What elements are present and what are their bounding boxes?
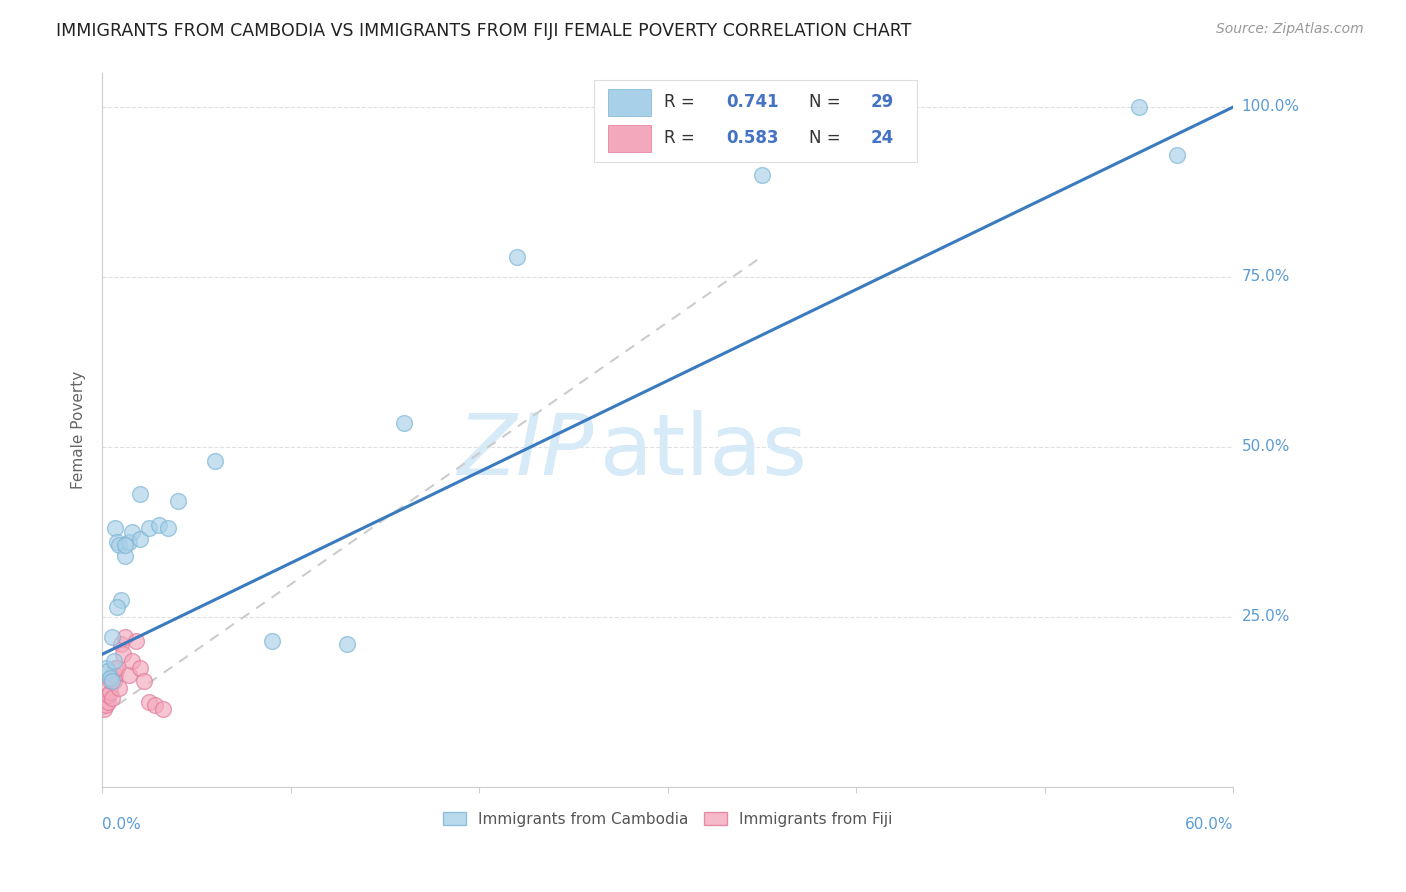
Point (143, 698, 166, 713)
Point (93, 701, 115, 715)
Point (114, 630, 136, 644)
Point (392, 416, 415, 430)
Point (152, 701, 174, 715)
Text: 75.0%: 75.0% (1241, 269, 1289, 285)
Point (97, 665, 120, 679)
Point (104, 667, 127, 681)
Point (111, 647, 134, 661)
FancyBboxPatch shape (607, 89, 651, 116)
Point (98, 684, 121, 698)
Point (100, 671, 122, 685)
Point (104, 661, 127, 675)
Point (103, 654, 125, 668)
Text: 25.0%: 25.0% (1241, 609, 1289, 624)
Point (121, 524, 143, 539)
Point (138, 521, 160, 535)
Point (117, 535, 139, 549)
Point (117, 667, 139, 681)
Point (108, 681, 131, 696)
Legend: Immigrants from Cambodia, Immigrants from Fiji: Immigrants from Cambodia, Immigrants fro… (437, 805, 898, 833)
Text: 29: 29 (870, 93, 893, 111)
Point (129, 532, 152, 546)
Point (148, 518, 170, 533)
Point (98, 674, 121, 689)
Text: IMMIGRANTS FROM CAMBODIA VS IMMIGRANTS FROM FIJI FEMALE POVERTY CORRELATION CHAR: IMMIGRANTS FROM CAMBODIA VS IMMIGRANTS F… (56, 22, 911, 40)
Y-axis label: Female Poverty: Female Poverty (72, 371, 86, 489)
Text: 60.0%: 60.0% (1185, 817, 1233, 832)
Point (1128, 100, 1150, 114)
Point (104, 521, 127, 535)
Point (751, 168, 773, 182)
Point (97, 695, 120, 709)
Point (506, 250, 529, 264)
Point (132, 674, 155, 689)
Point (105, 599, 128, 614)
Point (108, 539, 131, 553)
Point (105, 535, 128, 549)
Point (166, 494, 188, 508)
Point (204, 453, 226, 467)
Point (1166, 147, 1188, 161)
Text: 0.741: 0.741 (727, 93, 779, 111)
Point (260, 633, 283, 648)
Point (97, 688, 120, 702)
Text: 0.583: 0.583 (727, 128, 779, 147)
Point (129, 661, 152, 675)
Text: 100.0%: 100.0% (1241, 100, 1299, 114)
Point (100, 691, 122, 706)
Point (103, 674, 125, 689)
Point (110, 637, 132, 651)
Text: Source: ZipAtlas.com: Source: ZipAtlas.com (1216, 22, 1364, 37)
FancyBboxPatch shape (595, 80, 917, 162)
Text: ZIP: ZIP (458, 409, 595, 492)
Point (125, 633, 148, 648)
Text: N =: N = (808, 93, 846, 111)
FancyBboxPatch shape (607, 125, 651, 152)
Point (114, 549, 136, 563)
Text: 24: 24 (870, 128, 893, 147)
Point (105, 661, 128, 675)
Point (114, 539, 136, 553)
Text: N =: N = (808, 128, 846, 147)
Text: 50.0%: 50.0% (1241, 440, 1289, 454)
Point (110, 593, 132, 607)
Text: R =: R = (665, 128, 700, 147)
Point (138, 695, 160, 709)
Point (94, 698, 117, 713)
Point (121, 654, 143, 668)
Point (94, 661, 117, 675)
Point (157, 521, 180, 535)
Point (100, 674, 122, 689)
Text: R =: R = (665, 93, 700, 111)
Text: 0.0%: 0.0% (103, 817, 141, 832)
Point (129, 487, 152, 501)
Point (336, 637, 359, 651)
Point (98, 671, 121, 685)
Point (100, 630, 122, 644)
Text: atlas: atlas (600, 409, 808, 492)
